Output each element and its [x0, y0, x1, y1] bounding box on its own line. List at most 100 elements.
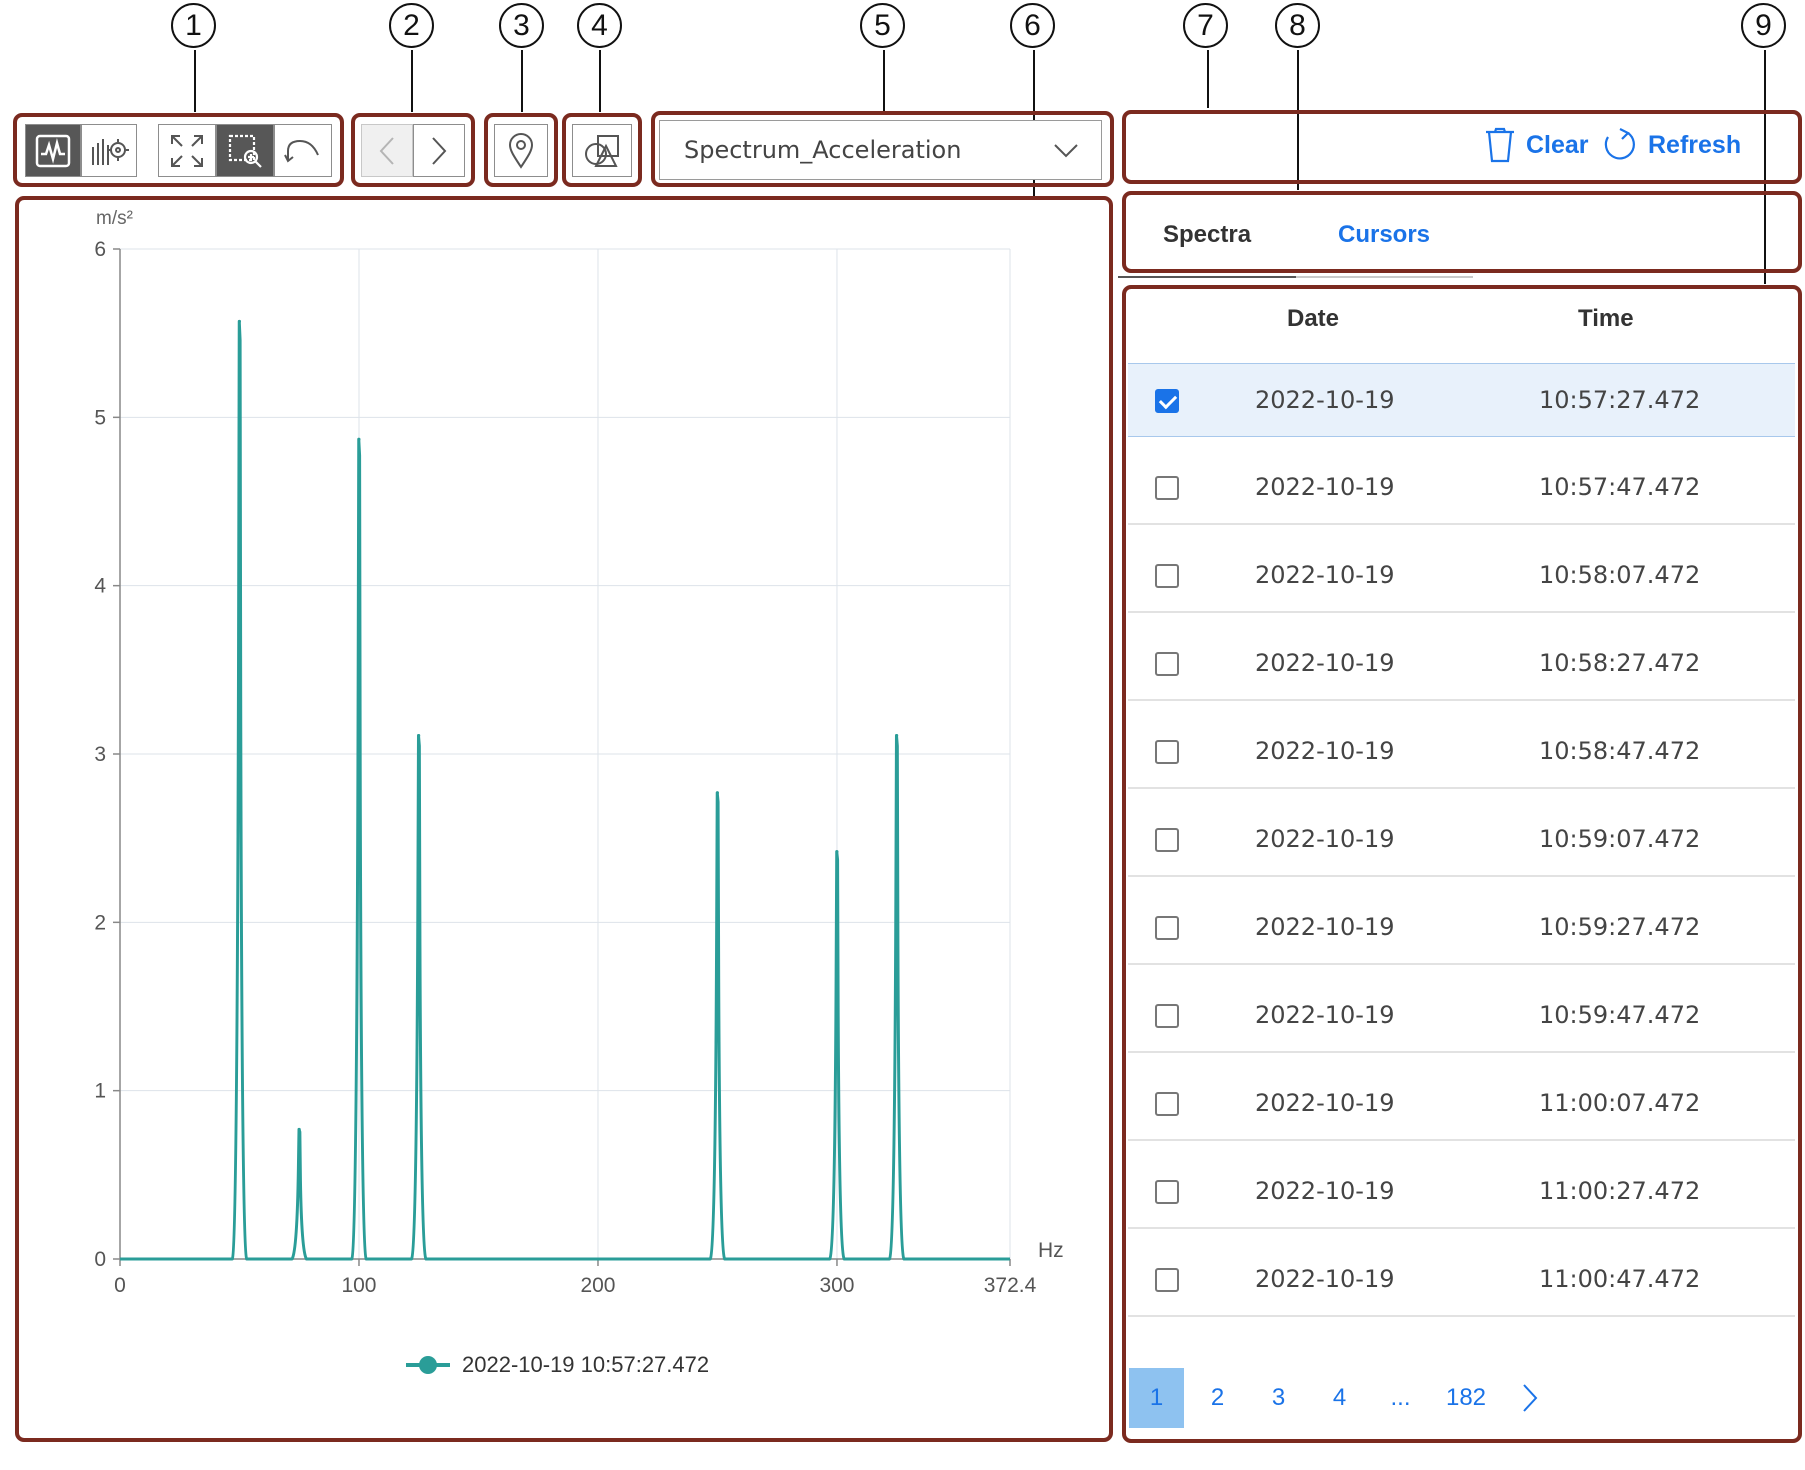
row-checkbox[interactable] [1155, 652, 1179, 676]
page-link[interactable]: 4 [1332, 1384, 1347, 1411]
chart-legend[interactable]: 2022-10-19 10:57:27.472 [404, 1352, 709, 1378]
map-pin-icon [508, 132, 534, 169]
x-tick-label: 0 [114, 1274, 126, 1297]
y-tick-label: 1 [94, 1080, 106, 1103]
undo-icon [284, 139, 319, 163]
page-link[interactable]: 1 [1129, 1368, 1184, 1428]
chart-settings-button[interactable] [81, 124, 137, 177]
y-tick-label: 2 [94, 911, 106, 934]
frame-marker [484, 113, 558, 187]
table-row[interactable]: 2022-10-19 11:00:07.472 [1128, 1067, 1795, 1141]
fit-to-screen-icon [171, 134, 203, 167]
page-link[interactable]: 182 [1445, 1384, 1487, 1411]
table-row[interactable]: 2022-10-19 10:57:47.472 [1128, 451, 1795, 525]
callout-leader-2 [411, 50, 413, 112]
column-header-time[interactable]: Time [1578, 305, 1634, 332]
callout-leader-5 [883, 50, 885, 112]
table-row[interactable]: 2022-10-19 10:58:07.472 [1128, 539, 1795, 613]
row-checkbox[interactable] [1155, 1004, 1179, 1028]
row-checkbox[interactable] [1155, 916, 1179, 940]
column-header-date[interactable]: Date [1287, 305, 1340, 332]
row-date: 2022-10-19 [1255, 1265, 1395, 1293]
next-page-button[interactable] [1515, 1368, 1545, 1428]
row-checkbox[interactable] [1155, 1268, 1179, 1292]
callout-3: 3 [499, 3, 544, 48]
spectrum-peak-point [417, 733, 421, 737]
fit-to-screen-button[interactable] [158, 124, 216, 177]
callout-leader-3 [521, 50, 523, 112]
waveform-view-button[interactable] [25, 124, 81, 177]
refresh-label: Refresh [1648, 130, 1742, 159]
zoom-area-button[interactable] [216, 124, 274, 177]
callout-5: 5 [860, 3, 905, 48]
spectrum-chart: 0 1 2 3 4 5 6 0 100 200 300 372.4 m/s² Hz [94, 208, 1064, 1297]
frame-navigation [351, 113, 475, 187]
row-checkbox[interactable] [1155, 1092, 1179, 1116]
table-row[interactable]: 2022-10-19 10:58:27.472 [1128, 627, 1795, 701]
previous-button[interactable] [361, 124, 413, 177]
row-date: 2022-10-19 [1255, 913, 1395, 941]
row-time: 10:59:47.472 [1539, 1001, 1701, 1029]
page-link[interactable]: ... [1390, 1384, 1411, 1411]
marker-button[interactable] [494, 124, 548, 177]
row-date: 2022-10-19 [1255, 825, 1395, 853]
callout-1: 1 [171, 3, 216, 48]
measurement-dropdown[interactable]: Spectrum_Acceleration [659, 120, 1102, 180]
legend-marker-icon [406, 1356, 450, 1374]
row-time: 10:59:07.472 [1539, 825, 1701, 853]
callout-9: 9 [1741, 3, 1786, 48]
refresh-button[interactable]: Refresh [1600, 127, 1741, 163]
frame-actions [1122, 110, 1802, 184]
y-tick-label: 0 [94, 1248, 106, 1271]
table-row[interactable]: 2022-10-19 11:00:27.472 [1128, 1155, 1795, 1229]
table-row[interactable]: 2022-10-19 10:59:47.472 [1128, 979, 1795, 1053]
clear-label: Clear [1526, 130, 1589, 159]
table-row[interactable]: 2022-10-19 10:58:47.472 [1128, 715, 1795, 789]
shapes-button[interactable] [572, 124, 632, 177]
clear-button[interactable]: Clear [1484, 127, 1589, 163]
spectrum-series-line [120, 319, 1010, 1261]
row-checkbox[interactable] [1155, 740, 1179, 764]
y-axis-unit-label: m/s² [96, 208, 133, 229]
callout-6: 6 [1010, 3, 1055, 48]
row-checkbox[interactable] [1155, 564, 1179, 588]
callout-7: 7 [1183, 3, 1228, 48]
table-row[interactable]: 2022-10-19 11:00:47.472 [1128, 1243, 1795, 1317]
callout-leader-1 [194, 50, 196, 112]
tab-spectra[interactable]: Spectra [1163, 221, 1252, 248]
callout-leader-9 [1764, 50, 1766, 284]
table-row[interactable]: 2022-10-19 10:59:07.472 [1128, 803, 1795, 877]
row-checkbox[interactable] [1155, 828, 1179, 852]
page-link[interactable]: 3 [1271, 1384, 1286, 1411]
callout-leader-7 [1207, 50, 1209, 108]
tab-cursors[interactable]: Cursors [1338, 221, 1431, 248]
frame-toolbar-modes [13, 113, 344, 187]
dropdown-selected-value: Spectrum_Acceleration [684, 136, 962, 164]
frame-tabs [1122, 191, 1802, 273]
page-link[interactable]: 2 [1210, 1384, 1225, 1411]
row-date: 2022-10-19 [1255, 561, 1395, 589]
table-row[interactable]: 2022-10-19 10:57:27.472 [1128, 363, 1795, 437]
row-date: 2022-10-19 [1255, 649, 1395, 677]
row-time: 11:00:47.472 [1539, 1265, 1701, 1293]
row-checkbox[interactable] [1155, 389, 1179, 413]
refresh-icon [1604, 128, 1635, 160]
undo-button[interactable] [274, 124, 332, 177]
x-axis-unit-label: Hz [1038, 1239, 1064, 1262]
row-date: 2022-10-19 [1255, 1089, 1395, 1117]
row-checkbox[interactable] [1155, 476, 1179, 500]
x-tick-label: 372.4 [984, 1274, 1037, 1297]
chart-settings-icon [92, 138, 129, 165]
tab-underline [1118, 276, 1473, 278]
spectrum-peak-point [835, 850, 839, 854]
frame-dropdown [651, 111, 1114, 187]
next-button[interactable] [413, 124, 465, 177]
table-row[interactable]: 2022-10-19 10:59:27.472 [1128, 891, 1795, 965]
x-tick-label: 100 [341, 1274, 376, 1297]
callout-leader-8 [1297, 50, 1299, 190]
row-checkbox[interactable] [1155, 1180, 1179, 1204]
row-time: 10:57:27.472 [1539, 386, 1701, 414]
spectrum-peak-point [237, 319, 241, 323]
legend-label: 2022-10-19 10:57:27.472 [462, 1352, 710, 1377]
frame-chart [15, 196, 1113, 1442]
